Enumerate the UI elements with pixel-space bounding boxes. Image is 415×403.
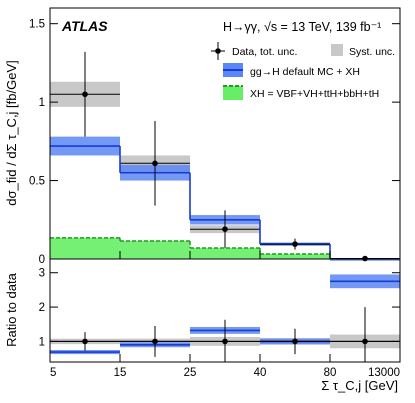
- data-point: [292, 241, 298, 247]
- x-tick-label: 25: [184, 367, 197, 379]
- process-label: H→γγ, √s = 13 TeV, 139 fb⁻¹: [223, 20, 381, 34]
- main-panel: 0 0.5 1 1.5: [29, 19, 401, 266]
- legend-xh-label: XH = VBF+VH+ttH+bbH+tH: [250, 88, 379, 100]
- x-axis-label: Σ τ_C,j [GeV]: [321, 378, 398, 393]
- ratio-y-tick-label: 2: [39, 302, 45, 314]
- x-tick-label: 40: [254, 367, 267, 379]
- legend-syst-swatch: [331, 44, 343, 56]
- data-point: [152, 160, 158, 167]
- main-y-tick-label: 0: [39, 254, 45, 266]
- xh-band: [190, 248, 260, 259]
- ratio-y-axis-label: Ratio to data: [4, 272, 19, 346]
- xh-band: [120, 240, 190, 259]
- main-y-tick-label: 1.5: [29, 19, 45, 31]
- legend-syst-label: Syst. unc.: [349, 46, 395, 58]
- x-tick-label: 80: [324, 367, 337, 379]
- ratio-y-tick-label: 3: [39, 268, 45, 280]
- legend: Data, tot. unc. Syst. unc. gg→H default …: [211, 42, 395, 100]
- data-point: [82, 91, 88, 98]
- data-point: [222, 226, 228, 232]
- main-y-tick-label: 1: [39, 97, 45, 109]
- legend-mc-label: gg→H default MC + XH: [250, 66, 360, 78]
- x-tick-label: 5: [50, 367, 56, 379]
- ratio-y-tick-label: 1: [39, 336, 45, 348]
- xh-band: [260, 253, 330, 259]
- ratio-panel: 1 2 3 5 15 25 40 80 13000: [39, 268, 401, 379]
- main-y-tick-label: 0.5: [29, 176, 45, 188]
- main-y-axis-label: dσ_fid / dΣ τ_C,j [fb/GeV]: [4, 60, 19, 205]
- experiment-label: ATLAS: [61, 18, 108, 34]
- legend-xh-swatch: [223, 86, 243, 100]
- ratio-frame: [49, 258, 401, 363]
- legend-data-marker: [211, 42, 225, 60]
- x-tick-label: 15: [114, 367, 127, 379]
- x-tick-label: 13000: [368, 367, 400, 379]
- legend-data-label: Data, tot. unc.: [232, 46, 297, 58]
- xh-band: [50, 237, 120, 259]
